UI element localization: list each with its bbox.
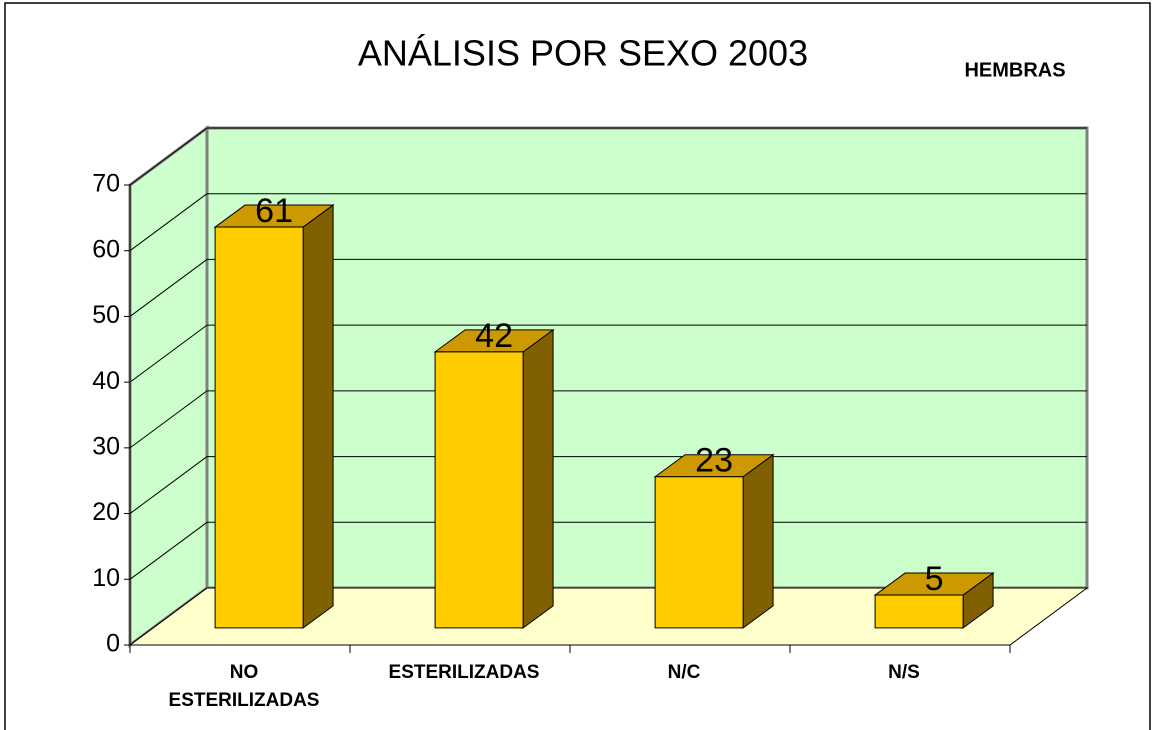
grid-line <box>129 587 208 646</box>
data-label: 61 <box>255 192 293 230</box>
grid-line <box>129 127 208 186</box>
data-label: 23 <box>695 442 733 480</box>
x-tick-label: ESTERILIZADAS <box>388 662 540 683</box>
grid-line <box>129 521 208 580</box>
y-tick-label: 10 <box>92 564 120 592</box>
back-wall <box>205 126 1089 590</box>
y-tick-label: 30 <box>92 432 120 460</box>
data-label: 5 <box>925 560 944 598</box>
x-tick-label: N/C <box>667 662 701 683</box>
bar-side <box>742 453 774 629</box>
side-wall <box>128 125 209 648</box>
grid-line <box>129 456 208 514</box>
y-tick-label: 40 <box>92 367 120 395</box>
y-tick-label: 0 <box>106 630 120 658</box>
y-tick-label: 50 <box>92 301 120 329</box>
frame <box>4 2 1151 730</box>
grid-line <box>129 390 208 449</box>
bar <box>214 226 304 629</box>
y-tick-label: 60 <box>92 235 120 263</box>
bar-side <box>302 204 334 629</box>
grid-line <box>129 193 208 252</box>
y-tick-label: 70 <box>92 170 120 198</box>
chart-title: ANÁLISIS POR SEXO 2003 <box>358 33 808 74</box>
data-label: 42 <box>475 317 513 355</box>
bar-side <box>522 328 554 629</box>
x-tick-label: NO ESTERILIZADAS <box>168 662 320 711</box>
y-tick-label: 20 <box>92 498 120 526</box>
bar <box>874 594 964 629</box>
x-tick-label: N/S <box>888 662 920 683</box>
bar <box>434 351 524 629</box>
grid-line <box>129 259 208 317</box>
chart-subtitle: HEMBRAS <box>964 59 1065 81</box>
bar <box>654 476 744 629</box>
grid-line <box>129 324 208 383</box>
